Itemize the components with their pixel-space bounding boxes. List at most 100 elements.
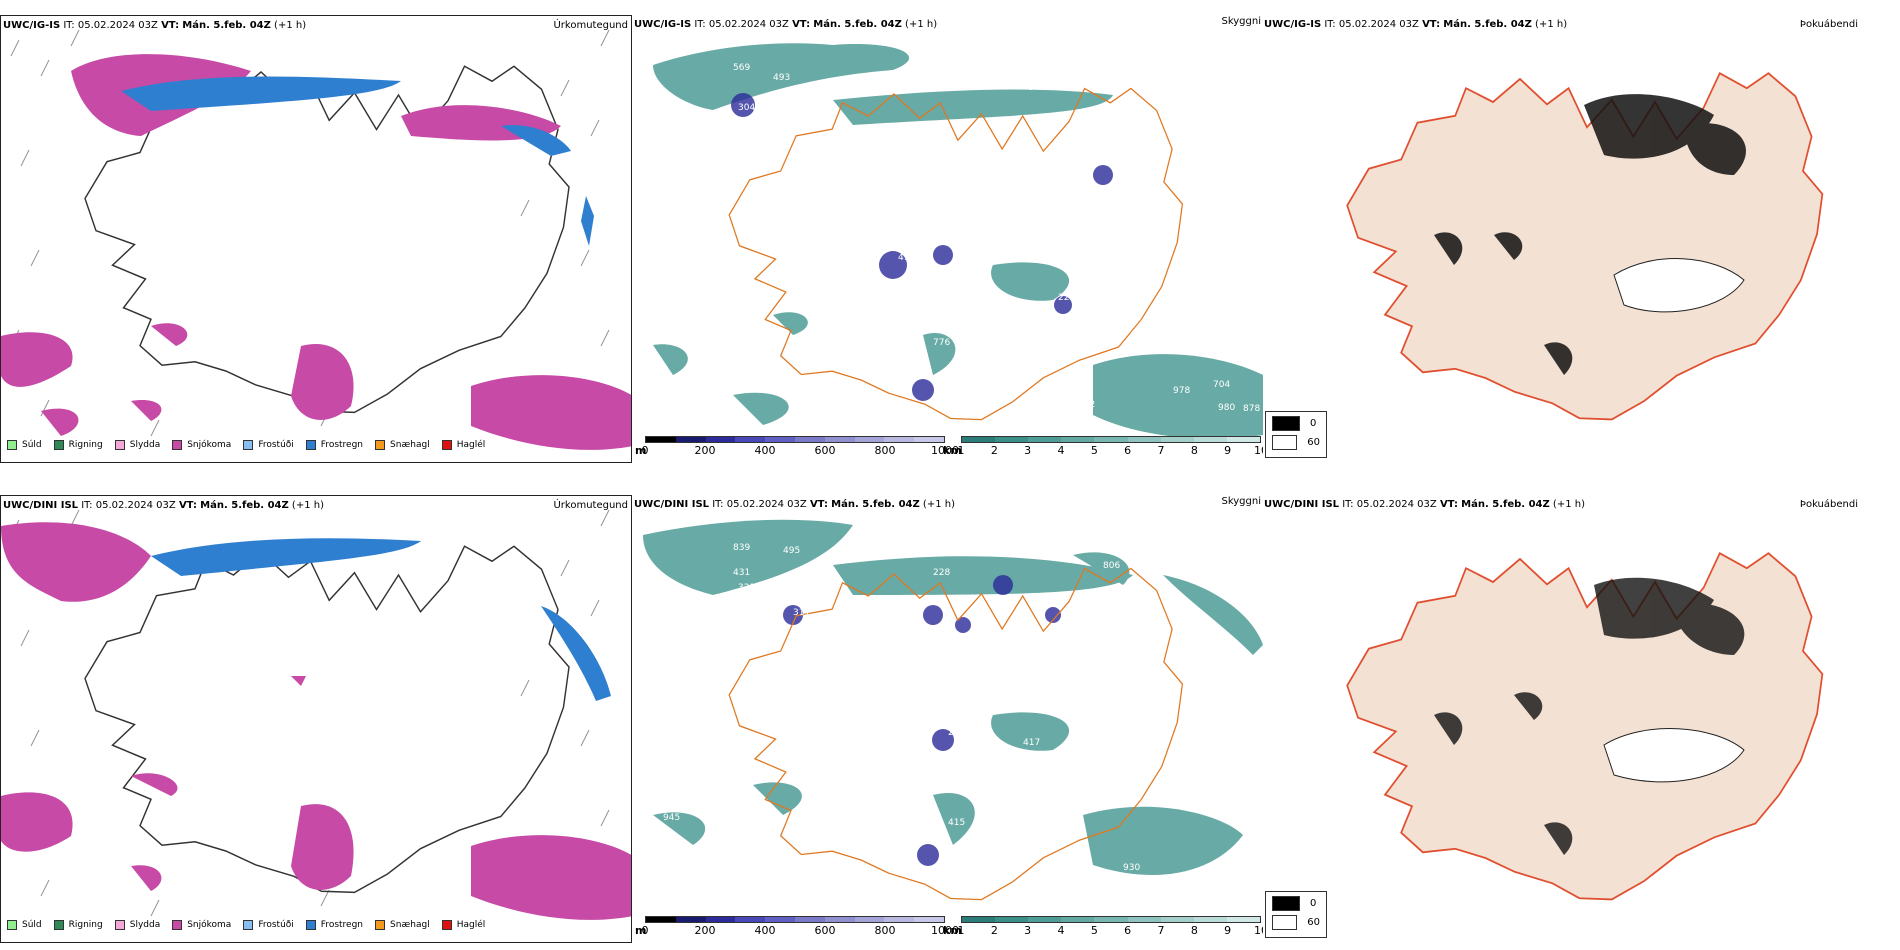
height-colorbar-2: 0 200 400 600 800 1000 m (635, 916, 959, 937)
visibility-value-label: 948 (1028, 83, 1045, 93)
legend-item-snaehagl: Snæhagl (375, 920, 430, 930)
visibility-value-label: 495 (783, 546, 800, 556)
visibility-value-label: 878 (1243, 404, 1260, 414)
height-bar-swatch (705, 437, 736, 442)
height-bar-tick: 0 (641, 924, 649, 937)
distance-colorbar-2: 12345678910 km (943, 916, 1263, 937)
visibility-value-label: 417 (1023, 738, 1040, 748)
distance-bar-swatch (1127, 917, 1161, 922)
height-bar-swatch (705, 917, 736, 922)
height-bar-swatch (794, 917, 825, 922)
distance-bar-tick: 5 (1090, 444, 1098, 457)
visibility-value-label: 600 (1228, 903, 1245, 913)
visibility-value-label: 304 (738, 103, 755, 113)
fog-legend-item-0: 0 (1272, 416, 1320, 431)
height-bar-swatch (646, 917, 676, 922)
visibility-value-label: 103 (933, 238, 950, 248)
height-bar-swatch (914, 437, 944, 442)
height-bar-swatch (914, 917, 944, 922)
precip-var-label-1: Úrkomutegund (553, 20, 628, 31)
visibility-value-label: 704 (1213, 380, 1230, 390)
height-bar-swatch (824, 437, 855, 442)
distance-bar-swatch (1160, 917, 1194, 922)
distance-bar-tick: 4 (1057, 444, 1065, 457)
distance-bar-swatch (1028, 437, 1062, 442)
precip-map-1 (1, 29, 631, 450)
legend-item-slydda: Slydda (114, 440, 160, 450)
height-bar-tick: 0 (641, 444, 649, 457)
visibility-title-2: UWC/DINI ISL IT: 05.02.2024 03Z VT: Mán.… (634, 499, 955, 510)
distance-bar-tick: 7 (1157, 924, 1165, 937)
fog-title-2: UWC/DINI ISL IT: 05.02.2024 03Z VT: Mán.… (1264, 499, 1585, 510)
distance-bar-tick: 10 (1254, 924, 1263, 937)
visibility-value-label: 431 (733, 568, 750, 578)
visibility-value-label: 713 (943, 378, 960, 388)
height-bar-swatch (735, 917, 766, 922)
visibility-var-label-2: Skyggni (1221, 496, 1261, 507)
distance-bar-tick: 2 (990, 924, 998, 937)
visibility-value-label: 895 (1058, 898, 1075, 908)
distance-bar-tick: 9 (1224, 924, 1232, 937)
legend-item-slydda: Slydda (114, 920, 160, 930)
fog-panel-1: UWC/IG-IS IT: 05.02.2024 03Z VT: Mán. 5.… (1264, 15, 1900, 463)
height-bar-swatch (646, 437, 676, 442)
visibility-value-label: 714 (1088, 875, 1105, 885)
visibility-panel-2: 839 495 431 321 311 228 806 226 417 945 415 180 930 7… (633, 495, 1263, 943)
precip-title-1: UWC/IG-IS IT: 05.02.2024 03Z VT: Mán. 5.… (3, 20, 307, 31)
visibility-value-label: 776 (933, 338, 950, 348)
legend-item-snaehagl: Snæhagl (375, 440, 430, 450)
legend-item-frostregn: Frostregn (305, 440, 363, 450)
height-bar-swatch (884, 917, 915, 922)
legend-item-sudd: Súld (7, 920, 42, 930)
visibility-value-label: 978 (1173, 386, 1190, 396)
visibility-value-label: 111 (1048, 153, 1065, 163)
fog-legend-item-0: 0 (1272, 896, 1320, 911)
distance-bar-tick: 8 (1190, 924, 1198, 937)
distance-bar-swatch (1094, 917, 1128, 922)
height-bar-swatch (824, 917, 855, 922)
distance-bar-swatch (1193, 917, 1227, 922)
distance-bar-tick: 4 (1057, 924, 1065, 937)
visibility-value-label: 322 (748, 123, 765, 133)
visibility-map-2: 839 495 431 321 311 228 806 226 417 945 415 180 930 7… (643, 519, 1263, 913)
distance-bar-tick: 1 (957, 924, 965, 937)
visibility-value-label: 20 (1113, 168, 1125, 178)
visibility-value-label: 945 (663, 813, 680, 823)
distance-bar-tick: 1 (957, 444, 965, 457)
height-bar-swatch (675, 917, 706, 922)
height-bar-tick: 200 (694, 444, 716, 457)
visibility-value-label: 180 (943, 863, 960, 873)
distance-colorbar-1: 12345678910 km (943, 436, 1263, 457)
distance-bar-tick: 7 (1157, 444, 1165, 457)
visibility-value-label: 311 (793, 608, 810, 618)
fog-legend-1: 0 60 (1265, 411, 1327, 458)
distance-bar-tick: 5 (1090, 924, 1098, 937)
visibility-value-label: 386 (1143, 875, 1160, 885)
fog-var-label-2: Þokuábendi (1799, 499, 1858, 510)
legend-item-haglel: Haglél (441, 920, 485, 930)
visibility-var-label-1: Skyggni (1221, 16, 1261, 27)
visibility-value-label: 222 (1058, 293, 1075, 303)
precip-title-2: UWC/DINI ISL IT: 05.02.2024 03Z VT: Mán.… (3, 500, 324, 511)
precip-map-2 (1, 509, 631, 920)
visibility-value-label: 419 (898, 253, 915, 263)
distance-bar-tick: 2 (990, 444, 998, 457)
precip-var-label-2: Úrkomutegund (553, 500, 628, 511)
visibility-value-label: 213 (1043, 253, 1060, 263)
distance-bar-tick: 3 (1024, 924, 1032, 937)
height-bar-tick: 800 (874, 444, 896, 457)
height-colorbar-1: 0 200 400 600 800 1000 m (635, 436, 959, 457)
visibility-title-1: UWC/IG-IS IT: 05.02.2024 03Z VT: Mán. 5.… (634, 19, 938, 30)
visibility-value-label: 415 (948, 818, 965, 828)
fog-panel-2: UWC/DINI ISL IT: 05.02.2024 03Z VT: Mán.… (1264, 495, 1900, 943)
precip-legend-1: Súld Rigning Slydda Snjókoma Frostúði Fr… (7, 440, 497, 450)
height-bar-tick: 1000 (931, 444, 959, 457)
fog-legend-item-60: 60 (1272, 435, 1320, 450)
height-bar-swatch (765, 437, 795, 442)
distance-bar-swatch (995, 437, 1029, 442)
visibility-value-label: 773 (803, 98, 820, 108)
distance-bar-swatch (1193, 437, 1227, 442)
distance-bar-swatch (1028, 917, 1062, 922)
height-bar-tick: 200 (694, 924, 716, 937)
legend-item-frostregn: Frostregn (305, 920, 363, 930)
